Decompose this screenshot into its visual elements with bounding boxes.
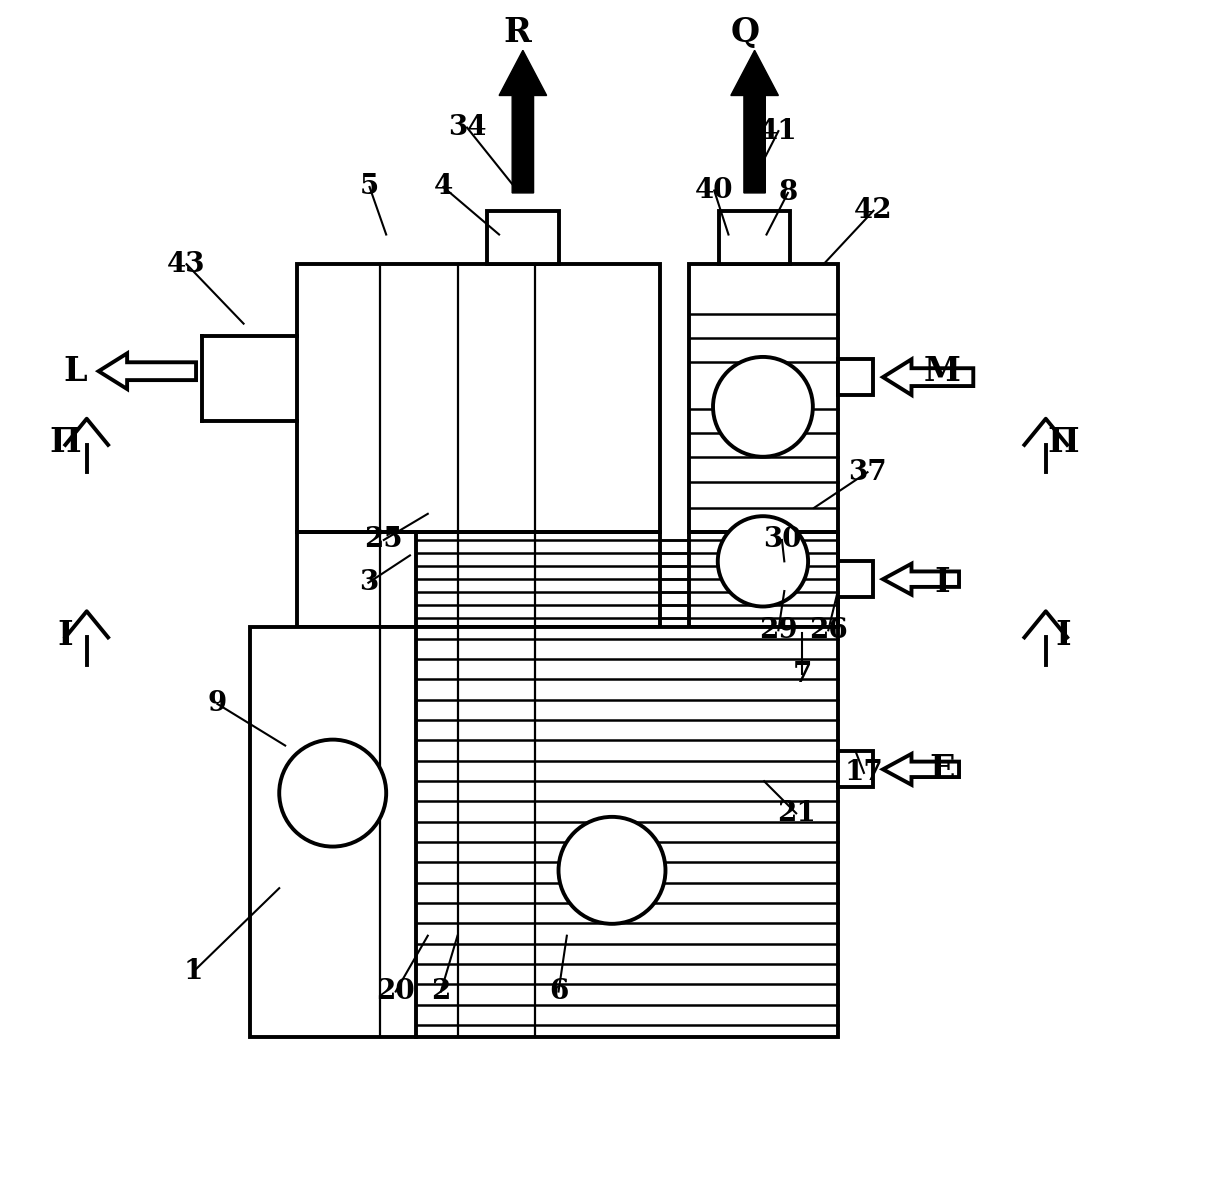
- Text: 1: 1: [184, 958, 203, 985]
- Bar: [718, 211, 791, 264]
- Text: П: П: [1048, 426, 1080, 458]
- Circle shape: [558, 817, 666, 924]
- Text: 7: 7: [792, 660, 812, 688]
- Text: 30: 30: [763, 527, 802, 554]
- Text: Q: Q: [731, 16, 760, 49]
- Text: 42: 42: [854, 197, 892, 224]
- Text: 40: 40: [695, 177, 733, 204]
- Text: 20: 20: [377, 978, 415, 1005]
- Text: 43: 43: [168, 251, 206, 278]
- Text: 8: 8: [778, 179, 798, 207]
- Bar: [837, 561, 874, 597]
- Text: 6: 6: [548, 978, 568, 1005]
- Text: E: E: [930, 753, 955, 786]
- Text: П: П: [49, 426, 81, 458]
- Text: 5: 5: [360, 173, 379, 201]
- Bar: [487, 211, 558, 264]
- Polygon shape: [499, 50, 547, 193]
- Text: I: I: [1056, 618, 1071, 652]
- Text: 4: 4: [433, 173, 453, 201]
- Text: 26: 26: [809, 617, 848, 644]
- Polygon shape: [883, 564, 960, 595]
- Polygon shape: [99, 353, 196, 389]
- Text: R: R: [503, 16, 531, 49]
- Text: 41: 41: [759, 118, 798, 144]
- Text: M: M: [924, 355, 961, 388]
- Circle shape: [717, 516, 808, 607]
- Text: I: I: [935, 566, 950, 599]
- Circle shape: [714, 357, 813, 457]
- Bar: [837, 751, 874, 787]
- Polygon shape: [883, 753, 960, 784]
- Text: 17: 17: [845, 759, 884, 787]
- Circle shape: [279, 739, 387, 847]
- Text: 3: 3: [359, 570, 378, 596]
- Text: 29: 29: [759, 617, 798, 644]
- Bar: [689, 264, 837, 531]
- Text: 34: 34: [448, 115, 486, 141]
- Text: 37: 37: [848, 458, 887, 486]
- Bar: [297, 264, 660, 531]
- Text: 9: 9: [208, 690, 228, 718]
- Text: 25: 25: [365, 527, 403, 554]
- Text: L: L: [62, 355, 87, 388]
- Bar: [250, 627, 837, 1036]
- Bar: [837, 359, 874, 395]
- Polygon shape: [731, 50, 778, 193]
- Text: I: I: [58, 618, 73, 652]
- Text: 21: 21: [777, 800, 815, 826]
- Polygon shape: [883, 359, 973, 395]
- Text: 2: 2: [431, 978, 450, 1005]
